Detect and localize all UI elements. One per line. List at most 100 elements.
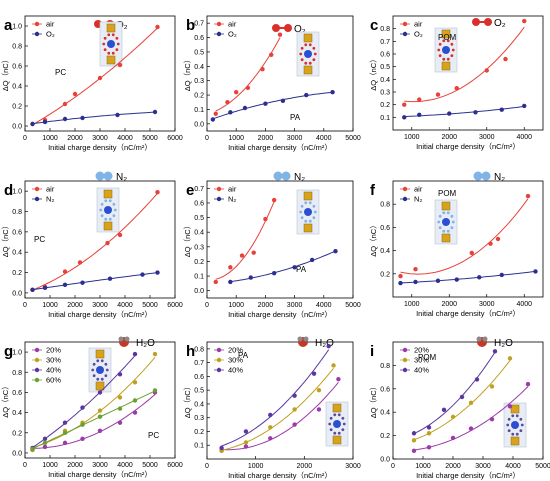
x-tick-label: 1000 — [42, 135, 58, 142]
y-axis-label: ΔQ（nC） — [183, 383, 192, 418]
gas-label: H₂O — [315, 338, 334, 349]
data-point — [503, 56, 508, 62]
y-tick-label: 0.4 — [380, 410, 390, 417]
legend-label: 30% — [46, 356, 61, 365]
x-tick-label: 0 — [391, 463, 395, 470]
x-tick-label: 1000 — [415, 463, 431, 470]
data-point — [333, 249, 338, 254]
gas-label: O₂ — [294, 24, 306, 35]
data-point — [450, 414, 456, 420]
data-point — [234, 89, 239, 95]
x-tick-label: 0 — [205, 302, 209, 309]
y-tick-label: 0.5 — [380, 64, 390, 71]
y-axis-label: ΔQ（nC） — [183, 56, 192, 91]
data-point — [97, 414, 103, 419]
x-tick-label: 1000 — [228, 135, 244, 142]
h2o-molecule-icon — [118, 336, 130, 347]
y-tick-label: 0.8 — [380, 202, 390, 209]
y-tick-label: 0.4 — [194, 64, 204, 71]
x-axis-label: Initial charge density（nC/m²） — [416, 142, 520, 151]
x-tick-label: 4000 — [505, 463, 521, 470]
data-point — [62, 430, 68, 435]
data-point — [398, 280, 403, 286]
x-tick-label: 3000 — [475, 463, 491, 470]
y-tick-label: 0.0 — [12, 290, 22, 297]
x-tick-label: 2000 — [67, 462, 83, 469]
fit-curve-30% — [221, 367, 334, 451]
x-tick-label: 4000 — [316, 135, 332, 142]
schematic-inset — [434, 199, 458, 245]
schematic-inset — [434, 27, 458, 73]
y-tick-label: 0.7 — [194, 21, 204, 28]
x-tick-label: 4000 — [117, 462, 133, 469]
data-point — [489, 417, 495, 422]
data-point — [239, 253, 245, 258]
panel-letter: i — [370, 343, 374, 360]
h2o-molecule-icon — [297, 336, 309, 347]
data-point — [522, 103, 527, 109]
x-tick-label: 0 — [23, 462, 27, 469]
y-tick-label: 0.1 — [380, 115, 390, 122]
y-tick-label: 1.0 — [12, 24, 22, 31]
data-point — [522, 18, 527, 24]
data-point — [309, 257, 315, 263]
legend-label: 20% — [414, 346, 429, 355]
y-tick-label: 0.1 — [194, 443, 204, 450]
x-tick-label: 5000 — [142, 302, 158, 309]
legend-label: 20% — [228, 346, 243, 355]
y-tick-label: 0.1 — [194, 274, 204, 281]
data-point — [488, 241, 493, 246]
data-point — [411, 448, 417, 454]
polymer-label: POM — [438, 33, 457, 42]
data-point — [132, 380, 138, 385]
data-point — [219, 445, 224, 451]
panel-letter: b — [186, 17, 195, 34]
y-tick-label: 0.2 — [380, 271, 390, 278]
data-point — [331, 363, 336, 368]
data-point — [62, 420, 68, 425]
x-tick-label: 2000 — [441, 301, 457, 308]
data-point — [469, 250, 474, 256]
x-tick-label: 4000 — [117, 302, 133, 309]
y-tick-label: 0.2 — [380, 102, 390, 109]
x-tick-label: 2000 — [441, 134, 457, 141]
data-point — [292, 393, 297, 398]
data-point — [525, 381, 531, 387]
fit-curve-O₂ — [212, 91, 333, 120]
data-point — [243, 440, 249, 445]
data-point — [447, 111, 452, 116]
y-tick-label: 0.2 — [194, 93, 204, 100]
y-tick-label: 0.4 — [194, 230, 204, 237]
y-tick-label: 0.4 — [12, 410, 22, 417]
data-point — [117, 406, 123, 411]
panel-letter: f — [370, 182, 376, 199]
fit-curve-O₂ — [32, 111, 156, 125]
y-tick-label: 0.4 — [380, 248, 390, 255]
y-tick-label: 0.2 — [12, 430, 22, 437]
x-tick-label: 5000 — [345, 135, 361, 142]
panel-letter: c — [370, 17, 378, 34]
data-point — [213, 111, 218, 116]
y-tick-label: 0.4 — [12, 84, 22, 91]
chart-panel-e: 0 1000 2000 3000 4000 5000 0.0 0.1 0.2 0.3 0.4 0.5 0… — [183, 171, 361, 319]
x-tick-label: 2000 — [67, 302, 83, 309]
y-tick-label: 0.8 — [12, 370, 22, 377]
plot-frame — [392, 15, 544, 131]
data-point — [477, 275, 482, 280]
y-tick-label: 0.6 — [380, 386, 390, 393]
data-point — [269, 52, 274, 58]
data-point — [30, 287, 35, 293]
polymer-label: PA — [238, 351, 249, 360]
fit-curve-20% — [221, 381, 339, 451]
legend-label: air — [414, 185, 423, 194]
plot-frame — [392, 341, 544, 460]
y-tick-label: 0.6 — [12, 229, 22, 236]
fit-curve-N₂ — [230, 250, 336, 283]
data-point — [268, 425, 273, 430]
x-axis-label: Initial charge density（nC/m²） — [228, 310, 332, 319]
x-axis-label: Initial charge density（nC/m²） — [48, 310, 152, 319]
data-point — [117, 372, 123, 377]
y-tick-label: 0.0 — [12, 124, 22, 131]
y-tick-label: 0.5 — [194, 215, 204, 222]
data-point — [398, 273, 403, 279]
